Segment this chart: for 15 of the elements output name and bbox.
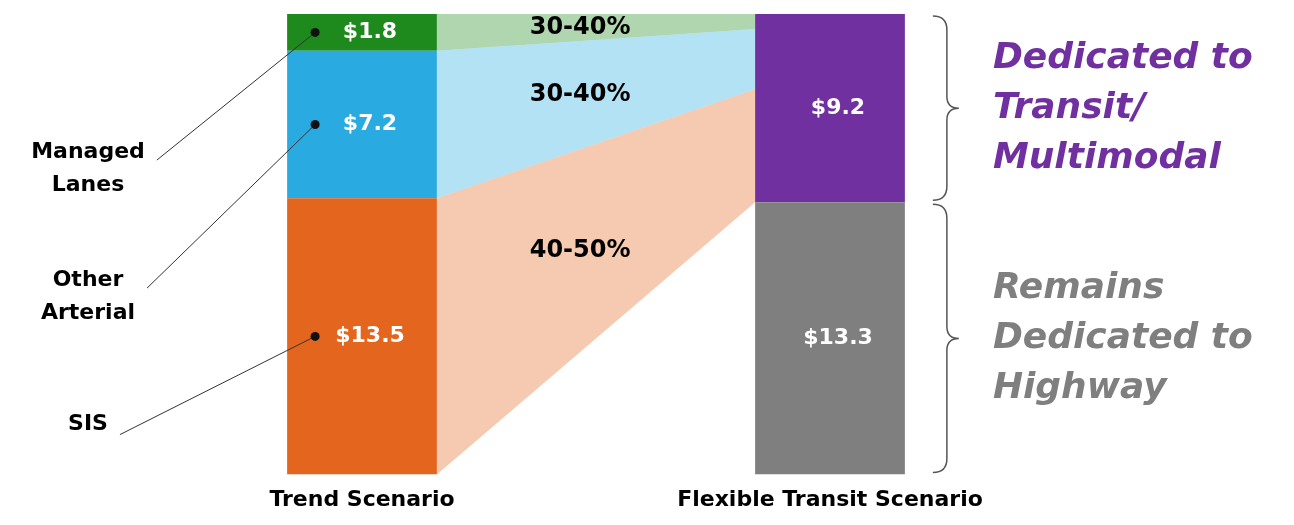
annotation: 30-40% [529, 79, 631, 108]
annotation: 30-40% [529, 11, 631, 40]
text: SIS [68, 410, 108, 436]
text: Other Arterial [40, 265, 136, 324]
data-label: $7.2 [342, 110, 398, 136]
annotation: 40-50% [529, 234, 631, 263]
x-tick-label: Trend Scenario [269, 485, 455, 511]
data-label: $13.5 [335, 322, 405, 348]
text: Dedicated to Transit/ Multimodal [992, 34, 1253, 176]
text: Remains Dedicated to Highway [992, 264, 1253, 406]
data-label: $1.8 [342, 18, 398, 44]
x-tick-label: Flexible Transit Scenario [677, 485, 983, 511]
data-label: $13.3 [803, 324, 873, 350]
text: Managed Lanes [31, 137, 145, 196]
data-label: $9.2 [810, 93, 866, 119]
